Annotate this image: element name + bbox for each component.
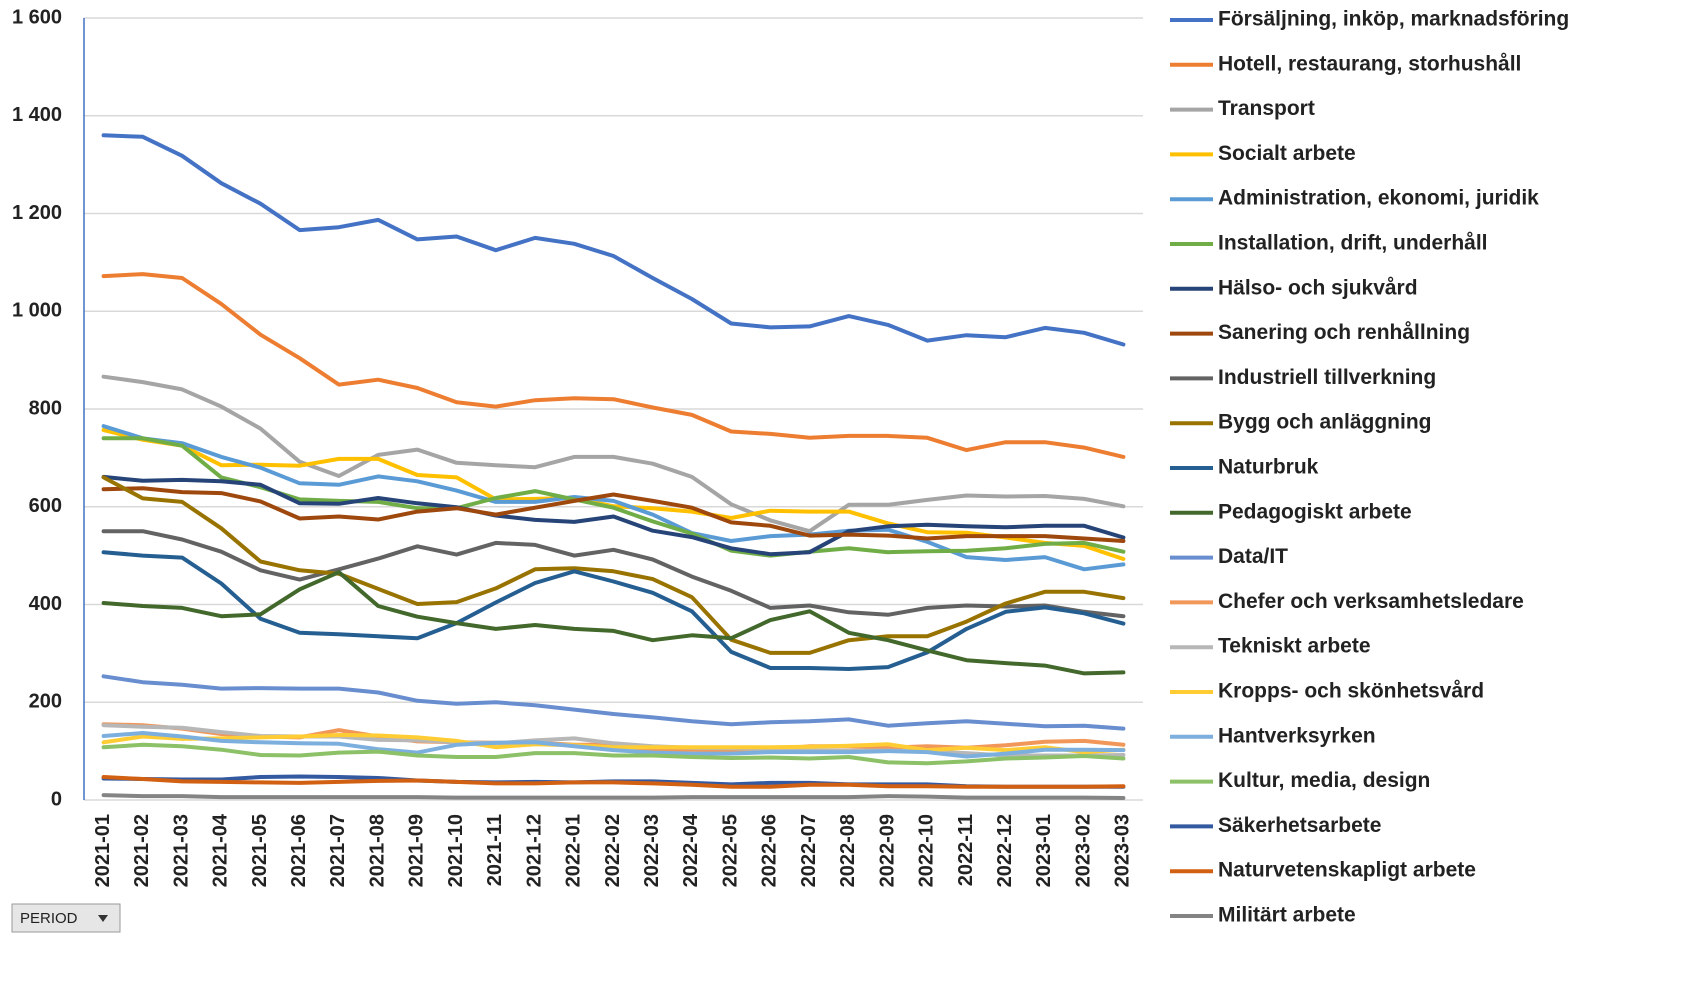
series-line (101, 793, 1126, 800)
x-tick-label: 2022-06 (759, 814, 781, 887)
x-tick-label: 2023-02 (1072, 814, 1094, 887)
legend-label: Administration, ekonomi, juridik (1218, 187, 1539, 210)
legend-label: Hotell, restaurang, storhushåll (1218, 52, 1521, 75)
legend-label: Industriell tillverkning (1218, 366, 1436, 389)
series-line (101, 674, 1126, 731)
x-tick-label: 2021-12 (523, 814, 545, 887)
series-line (101, 775, 1126, 789)
x-tick-label: 2022-10 (916, 814, 938, 887)
legend-label: Säkerhetsarbete (1218, 814, 1381, 837)
x-tick-label: 2021-11 (484, 814, 506, 886)
x-tick-label: 2022-05 (719, 814, 741, 887)
legend-label: Bygg och anläggning (1218, 411, 1432, 434)
series-line (101, 550, 1126, 671)
series-line (101, 570, 1126, 676)
series-line (101, 529, 1126, 619)
x-tick-label: 2021-10 (445, 814, 467, 887)
legend-label: Pedagogiskt arbete (1218, 500, 1412, 523)
y-tick-label: 400 (29, 593, 62, 615)
y-tick-label: 0 (51, 788, 62, 810)
legend-label: Sanering och renhållning (1218, 321, 1470, 344)
x-tick-label: 2022-04 (680, 813, 702, 887)
legend-label: Försäljning, inköp, marknadsföring (1218, 8, 1569, 31)
y-tick-label: 1 000 (12, 300, 62, 322)
x-tick-label: 2021-05 (249, 814, 271, 887)
x-tick-label: 2021-02 (131, 814, 153, 887)
legend-label: Tekniskt arbete (1218, 635, 1371, 658)
legend-label: Hälso- och sjukvård (1218, 276, 1418, 299)
y-tick-label: 1 200 (12, 202, 62, 224)
legend-label: Kropps- och skönhetsvård (1218, 680, 1484, 703)
x-tick-label: 2021-09 (406, 814, 428, 887)
legend-label: Transport (1218, 97, 1315, 120)
x-tick-label: 2022-11 (955, 814, 977, 886)
x-tick-label: 2022-01 (563, 814, 585, 887)
legend-label: Socialt arbete (1218, 142, 1356, 165)
series-line (101, 742, 1126, 766)
x-tick-label: 2023-01 (1033, 814, 1055, 887)
series-line (101, 474, 1126, 557)
series-line (101, 475, 1126, 655)
legend-label: Chefer och verksamhetsledare (1218, 590, 1524, 613)
x-tick-label: 2022-09 (876, 814, 898, 887)
legend-label: Naturvetenskapligt arbete (1218, 859, 1476, 882)
series-line (101, 731, 1126, 759)
button-label[interactable]: PERIOD (20, 910, 78, 927)
x-tick-label: 2021-06 (288, 814, 310, 887)
x-tick-label: 2023-03 (1112, 814, 1134, 887)
legend-label: Data/IT (1218, 545, 1288, 568)
y-tick-label: 200 (29, 691, 62, 713)
series-line (101, 374, 1126, 534)
legend-label: Militärt arbete (1218, 904, 1356, 927)
series-line (101, 272, 1126, 459)
filter-button[interactable]: PERIOD (11, 903, 121, 933)
x-tick-label: 2022-03 (641, 814, 663, 887)
legend-label: Installation, drift, underhåll (1218, 232, 1488, 255)
series-line (101, 486, 1126, 543)
legend-label: Kultur, media, design (1218, 769, 1430, 792)
x-tick-label: 2021-01 (92, 814, 114, 887)
x-tick-label: 2022-12 (994, 814, 1016, 887)
x-tick-label: 2022-02 (602, 814, 624, 887)
x-tick-label: 2022-08 (837, 814, 859, 887)
x-tick-label: 2021-08 (366, 814, 388, 887)
y-tick-label: 1 600 (12, 6, 62, 28)
x-tick-label: 2021-04 (210, 813, 232, 887)
legend-label: Hantverksyrken (1218, 724, 1376, 747)
dropdown-icon[interactable] (98, 915, 108, 922)
y-tick-label: 1 400 (12, 104, 62, 126)
x-tick-label: 2021-07 (327, 814, 349, 887)
x-tick-label: 2022-07 (798, 814, 820, 887)
y-tick-label: 600 (29, 495, 62, 517)
x-tick-label: 2021-03 (170, 814, 192, 887)
y-tick-label: 800 (29, 397, 62, 419)
legend-label: Naturbruk (1218, 456, 1319, 479)
series-line (101, 133, 1126, 347)
series-line (101, 733, 1126, 755)
